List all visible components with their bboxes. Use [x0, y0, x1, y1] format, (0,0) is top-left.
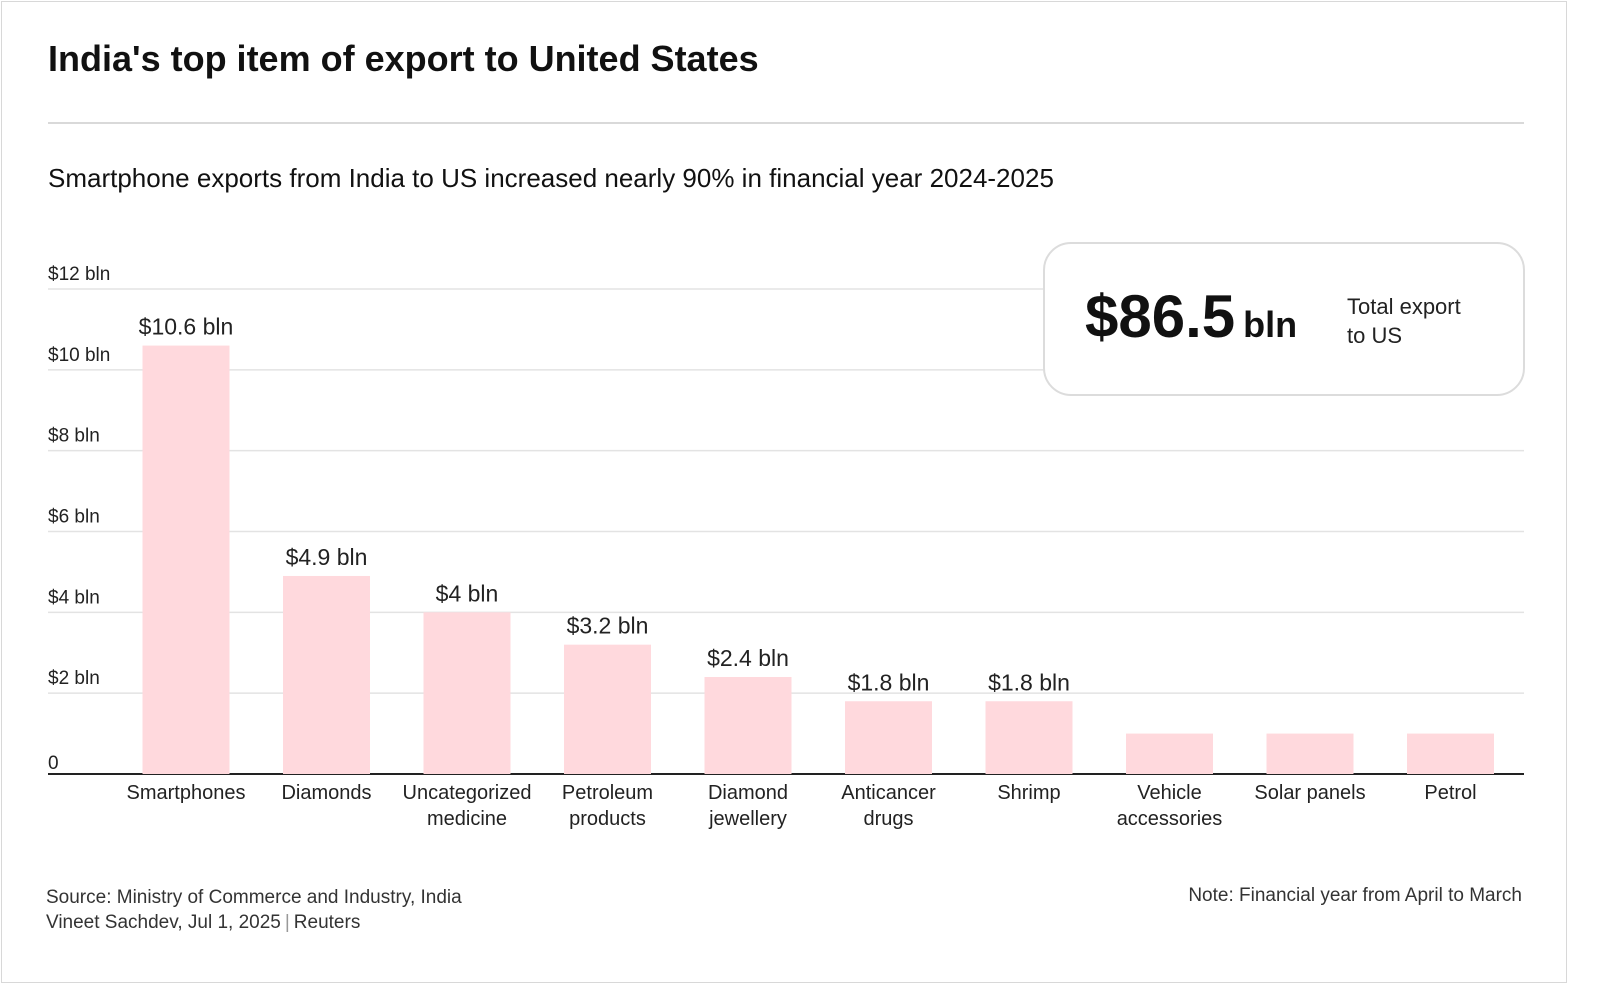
data-label: $1.8 bln [988, 669, 1070, 695]
data-label: $3.2 bln [567, 613, 649, 639]
x-tick-label: drugs [863, 808, 913, 830]
footer-note: Note: Financial year from April to March [1188, 885, 1522, 906]
data-label: $4.9 bln [286, 544, 368, 570]
data-label: $2.4 bln [707, 645, 789, 671]
byline-author: Vineet Sachdev, Jul 1, 2025 [46, 912, 281, 933]
y-tick-label: 0 [48, 753, 59, 774]
x-tick-label: Solar panels [1254, 782, 1365, 804]
data-label: $1.8 bln [848, 669, 930, 695]
x-tick-label: Petroleum [562, 782, 653, 804]
total-export-amount: $86.5 [1085, 283, 1236, 350]
y-tick-label: $12 bln [48, 264, 110, 285]
x-tick-label: Anticancer [841, 782, 936, 804]
bar [845, 701, 932, 774]
total-export-label: Total export to US [1347, 292, 1497, 350]
bar [704, 677, 792, 774]
y-tick-labels: 0 $2 bln $4 bln $6 bln $8 bln $10 bln $12 bln [48, 264, 110, 774]
y-tick-label: $8 bln [48, 426, 100, 447]
total-export-card: $86.5 bln Total export to US [1043, 242, 1525, 396]
x-tick-label: Uncategorized [403, 782, 532, 804]
x-tick-label: Vehicle [1137, 782, 1202, 804]
total-export-value: $86.5 bln [1085, 282, 1297, 351]
data-label: $10.6 bln [139, 314, 234, 340]
bars [142, 345, 1494, 774]
x-tick-labels: Smartphones Diamonds Uncategorized medicine… [127, 782, 1477, 830]
chart-subtitle: Smartphone exports from India to US incr… [48, 163, 1054, 193]
total-export-label-line2: to US [1347, 323, 1403, 348]
title-divider [48, 122, 1524, 124]
x-tick-label: Diamond [708, 782, 788, 804]
data-label: $4 bln [436, 580, 499, 606]
bar [1407, 733, 1494, 774]
x-tick-label: accessories [1117, 808, 1223, 830]
x-tick-label: Smartphones [127, 782, 246, 804]
total-export-label-line1: Total export [1347, 294, 1461, 319]
y-tick-label: $6 bln [48, 507, 100, 528]
total-export-unit: bln [1243, 304, 1298, 345]
x-tick-label: Shrimp [997, 782, 1060, 804]
byline-separator: | [284, 912, 290, 933]
bar [283, 575, 370, 774]
y-tick-label: $2 bln [48, 668, 100, 689]
bar [564, 644, 651, 774]
bar [142, 345, 230, 774]
footer-source: Source: Ministry of Commerce and Industr… [46, 885, 462, 935]
byline: Vineet Sachdev, Jul 1, 2025 | Reuters [46, 910, 462, 935]
x-tick-label: products [569, 808, 646, 830]
x-tick-label: medicine [427, 808, 507, 830]
chart-frame [1, 1, 1567, 983]
bar [1126, 733, 1213, 774]
source-text: Source: Ministry of Commerce and Industr… [46, 887, 462, 908]
x-tick-label: Petrol [1424, 782, 1476, 804]
bar [1266, 733, 1354, 774]
data-labels: $10.6 bln $4.9 bln $4 bln $3.2 bln $2.4 bln $… [139, 314, 1070, 696]
page-title: India's top item of export to United Sta… [48, 38, 759, 79]
bar [985, 701, 1073, 774]
byline-org: Reuters [293, 912, 361, 933]
y-tick-label: $4 bln [48, 587, 100, 608]
bar [423, 612, 511, 774]
x-tick-label: jewellery [708, 808, 787, 830]
x-tick-label: Diamonds [281, 782, 371, 804]
y-tick-label: $10 bln [48, 345, 110, 366]
